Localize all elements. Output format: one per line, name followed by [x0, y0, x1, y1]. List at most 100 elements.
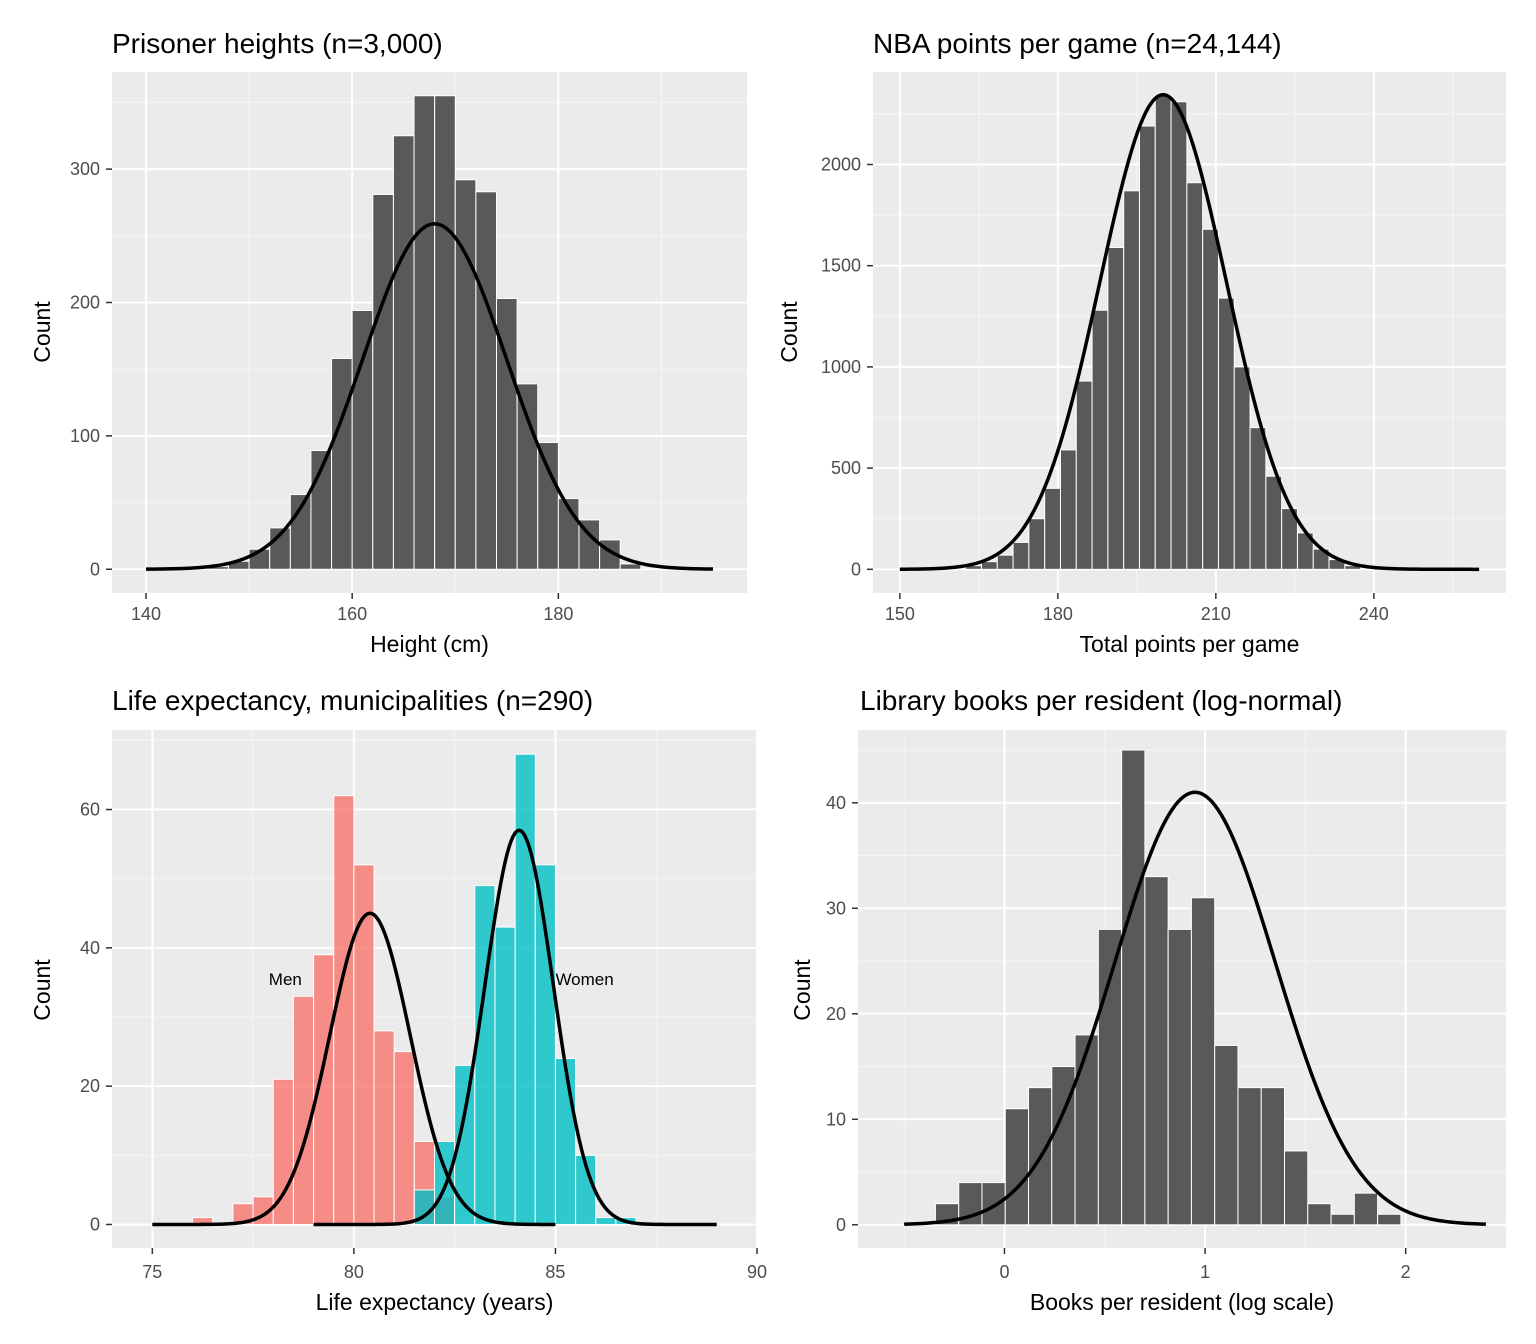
y-tick-label: 0	[851, 559, 861, 579]
x-tick-label: 90	[747, 1262, 767, 1282]
y-tick-label: 0	[90, 559, 100, 579]
histogram-bar	[1237, 1087, 1262, 1226]
x-tick-label: 140	[131, 604, 161, 624]
y-tick-label: 300	[70, 159, 100, 179]
chart-2: 150 180 210 240 0 500 1000 1500 2000 NBA points p…	[776, 28, 1506, 657]
y-tick-label: 30	[826, 898, 846, 918]
histogram-bar	[1307, 1203, 1332, 1226]
histogram-bar	[1284, 1150, 1309, 1226]
normal-curve	[899, 92, 1480, 572]
histogram-bar	[475, 191, 498, 570]
y-tick-label: 0	[90, 1214, 100, 1234]
histogram-bar	[373, 1030, 395, 1225]
histogram-bar	[1330, 1213, 1355, 1226]
histogram-bar	[516, 383, 539, 570]
histogram-bar	[1154, 95, 1172, 570]
histogram-bar	[1004, 1108, 1030, 1226]
histogram-bar	[554, 1058, 577, 1225]
histogram-bar	[1044, 487, 1061, 570]
histogram-bar	[372, 193, 394, 570]
histogram-bar	[454, 179, 477, 570]
y-tick-label: 60	[80, 800, 100, 820]
histogram-bar	[434, 95, 456, 570]
x-tick-label: 160	[337, 604, 367, 624]
normal-curve-women	[313, 828, 717, 1227]
y-axis-label: Count	[776, 301, 802, 363]
x-tick-label: 180	[1043, 604, 1073, 624]
histogram-bar	[537, 442, 559, 570]
histogram-bar	[1265, 475, 1283, 570]
histogram-bar	[1214, 1044, 1239, 1226]
chart-title: NBA points per game (n=24,144)	[873, 28, 1282, 59]
histogram-bar	[595, 1217, 617, 1225]
histogram-bar	[1107, 246, 1125, 570]
histogram-bar	[1121, 749, 1146, 1226]
x-tick-label: 210	[1201, 604, 1231, 624]
y-tick-label: 20	[80, 1076, 100, 1096]
histogram-bar	[1202, 228, 1219, 570]
x-axis-label: Total points per game	[1080, 631, 1300, 657]
histogram-bar	[494, 926, 516, 1225]
histogram-bar	[1170, 101, 1188, 570]
x-axis-label: Height (cm)	[370, 631, 489, 657]
y-tick-label: 20	[826, 1004, 846, 1024]
normal-curve	[904, 790, 1486, 1226]
x-tick-label: 75	[142, 1262, 162, 1282]
chart-title: Prisoner heights (n=3,000)	[112, 28, 443, 59]
histogram-bar	[393, 1051, 415, 1225]
y-tick-label: 2000	[821, 155, 861, 175]
y-tick-label: 40	[80, 938, 100, 958]
histogram-bar	[1123, 190, 1140, 570]
chart-1: 140 160 180 0 100 200 300 Prisoner heights (n=3…	[29, 28, 747, 657]
x-tick-label: 240	[1359, 604, 1389, 624]
histogram-bar	[1074, 1034, 1099, 1226]
chart-3: Men Women 75 80 85 90 0 20 40 60 Life expectancy, …	[29, 685, 767, 1315]
histogram-bar	[1190, 897, 1216, 1226]
y-axis-label: Count	[29, 301, 55, 363]
y-tick-label: 40	[826, 793, 846, 813]
histogram-bar	[1233, 366, 1251, 570]
x-tick-label: 1	[1200, 1262, 1210, 1282]
x-tick-label: 85	[545, 1262, 565, 1282]
histogram-bar	[1377, 1213, 1402, 1226]
y-tick-label: 200	[70, 292, 100, 312]
y-tick-label: 1500	[821, 256, 861, 276]
y-axis-label: Count	[29, 959, 55, 1021]
histogram-bar	[981, 1182, 1006, 1226]
histogram-bar	[1075, 380, 1093, 570]
x-tick-label: 2	[1401, 1262, 1411, 1282]
histogram-bar	[1012, 541, 1030, 570]
histogram-bar	[1144, 876, 1169, 1226]
histogram-bar	[1138, 125, 1156, 570]
histogram-bar	[331, 358, 353, 570]
y-tick-label: 1000	[821, 357, 861, 377]
y-tick-label: 0	[836, 1215, 846, 1235]
histogram-bar	[413, 95, 436, 570]
x-tick-label: 180	[543, 604, 573, 624]
histogram-bar	[514, 753, 536, 1225]
normal-curve	[146, 222, 713, 571]
y-axis-label: Count	[789, 959, 815, 1021]
series-label-men: Men	[269, 970, 302, 989]
histogram-bar	[619, 563, 642, 570]
x-tick-label: 150	[885, 604, 915, 624]
histogram-bar	[1353, 1192, 1379, 1226]
x-tick-label: 0	[999, 1262, 1009, 1282]
histogram-bar	[534, 864, 556, 1225]
histogram-bar	[1059, 449, 1077, 570]
histogram-bar	[1260, 1087, 1286, 1226]
histogram-bar	[1186, 182, 1204, 570]
x-tick-label: 80	[344, 1262, 364, 1282]
y-tick-label: 100	[70, 426, 100, 446]
normal-curve-men	[152, 911, 556, 1227]
y-tick-label: 500	[831, 458, 861, 478]
y-tick-label: 10	[826, 1109, 846, 1129]
histogram-bar	[1217, 297, 1235, 570]
histogram-bar	[1249, 427, 1267, 570]
histogram-bar	[1091, 309, 1109, 570]
x-axis-label: Life expectancy (years)	[316, 1289, 554, 1315]
histogram-bar	[292, 995, 315, 1225]
chart-title: Library books per resident (log-normal)	[860, 685, 1342, 716]
histogram-bar	[980, 561, 998, 570]
